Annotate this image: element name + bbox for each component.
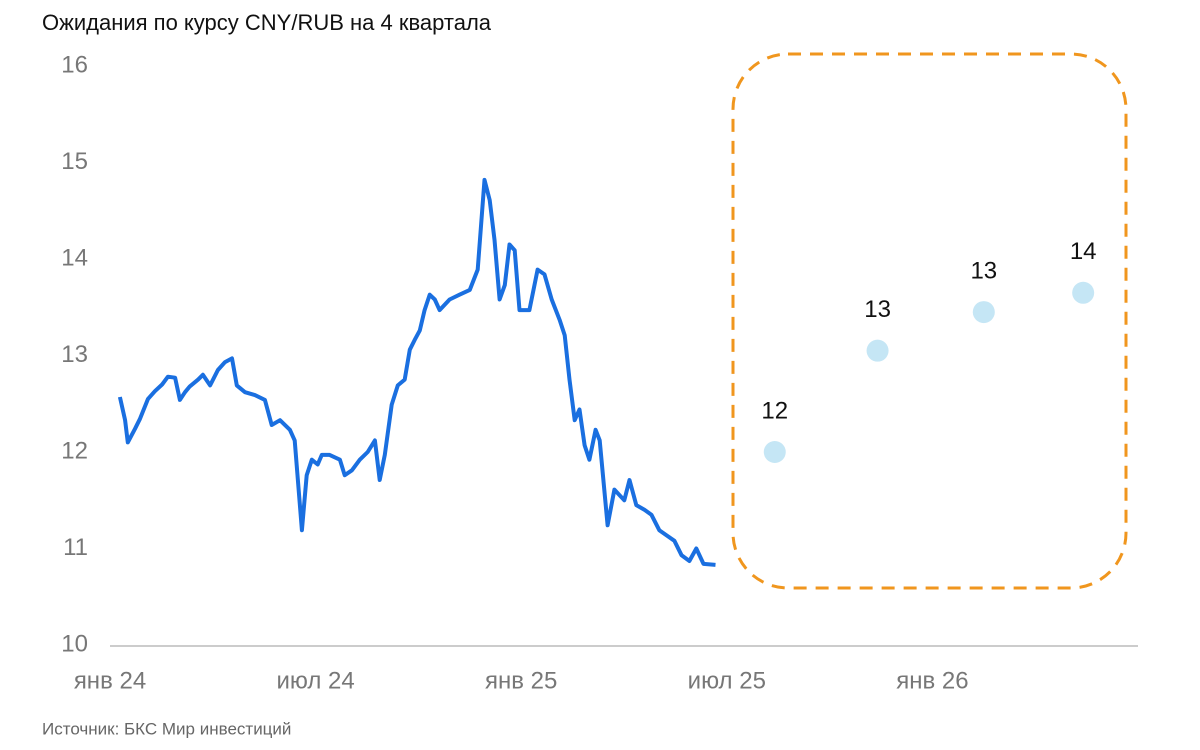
forecast-point bbox=[866, 339, 889, 362]
forecast-point bbox=[972, 301, 995, 324]
data-label: 13 bbox=[864, 296, 891, 323]
data-label: 12 bbox=[761, 397, 788, 424]
forecast-point bbox=[763, 441, 786, 463]
x-tick-label: июл 25 bbox=[688, 667, 766, 694]
y-tick-label: 15 bbox=[61, 148, 88, 175]
chart-title: Ожидания по курсу CNY/RUB на 4 квартала bbox=[42, 10, 492, 35]
data-label: 14 bbox=[1070, 238, 1097, 265]
y-tick-label: 16 bbox=[61, 51, 88, 78]
x-tick-label: янв 24 bbox=[74, 667, 146, 694]
y-tick-label: 10 bbox=[61, 630, 88, 657]
x-tick-label: июл 24 bbox=[276, 667, 354, 694]
y-tick-label: 12 bbox=[61, 437, 88, 464]
y-tick-label: 13 bbox=[61, 341, 88, 368]
forecast-box bbox=[731, 52, 1128, 590]
y-tick-label: 11 bbox=[63, 534, 88, 561]
x-tick-label: янв 26 bbox=[896, 667, 968, 694]
y-tick-label: 14 bbox=[61, 244, 88, 271]
x-tick-label: янв 25 bbox=[485, 667, 557, 694]
source-note: Источник: БКС Мир инвестиций bbox=[42, 719, 291, 738]
forecast-point bbox=[1072, 281, 1095, 304]
rate-line bbox=[117, 177, 716, 567]
data-label: 13 bbox=[970, 257, 997, 284]
